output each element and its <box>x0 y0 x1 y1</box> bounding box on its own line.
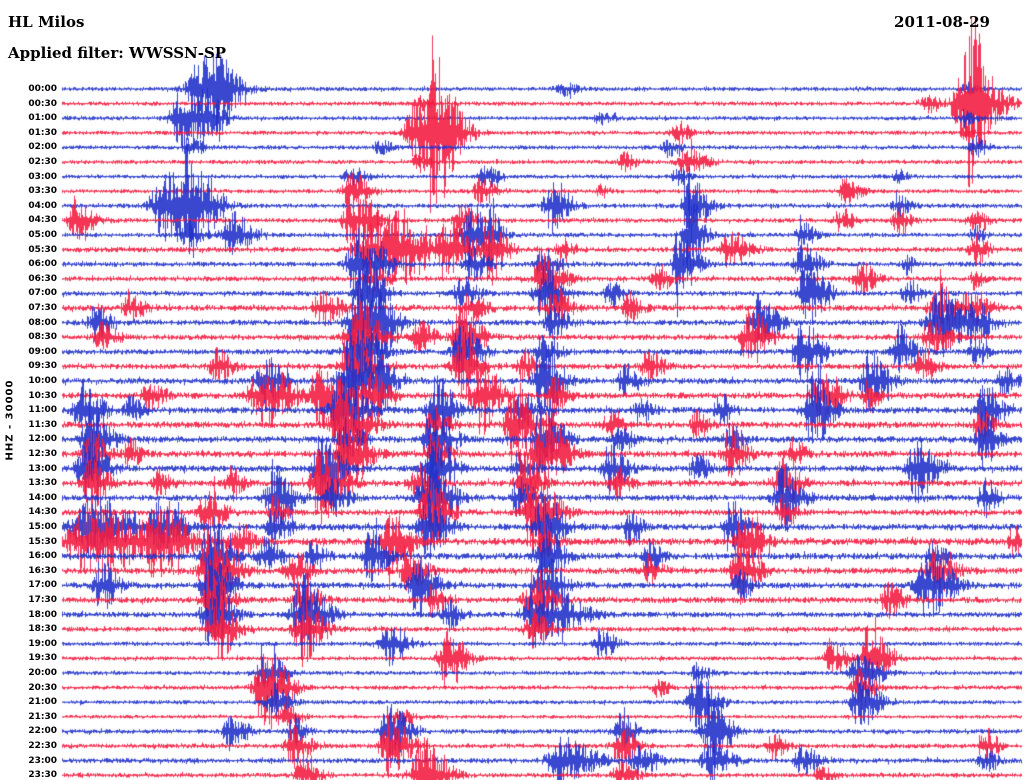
time-label: 17:30 <box>28 595 57 605</box>
time-label: 19:00 <box>28 638 57 649</box>
time-label: 04:00 <box>28 200 57 211</box>
time-label: 02:30 <box>28 157 57 167</box>
applied-filter-label: Applied filter: WWSSN-SP <box>8 44 227 62</box>
time-label: 05:30 <box>28 244 57 255</box>
time-label: 10:30 <box>28 390 57 401</box>
time-label: 03:30 <box>28 186 57 197</box>
time-label: 09:00 <box>28 346 57 357</box>
time-label: 19:30 <box>28 653 57 664</box>
time-label: 20:00 <box>28 668 57 678</box>
time-label: 08:30 <box>28 332 57 343</box>
time-label: 23:00 <box>28 755 57 766</box>
time-label: 00:00 <box>28 84 57 94</box>
time-label: 14:00 <box>28 492 57 503</box>
time-label: 03:00 <box>28 171 57 182</box>
time-label: 16:30 <box>28 565 57 576</box>
record-date: 2011-08-29 <box>894 13 990 31</box>
time-label: 10:00 <box>28 376 57 386</box>
time-label: 21:00 <box>28 697 57 708</box>
time-label: 09:30 <box>28 361 57 372</box>
time-label: 11:00 <box>28 405 57 416</box>
station-title: HL Milos <box>8 13 85 31</box>
time-label: 06:00 <box>28 259 57 270</box>
time-label: 11:30 <box>28 419 57 430</box>
time-label: 23:30 <box>28 770 57 780</box>
time-label: 21:30 <box>28 711 57 722</box>
time-label: 22:30 <box>28 741 57 751</box>
time-label: 00:30 <box>28 98 57 109</box>
time-label: 08:00 <box>28 317 57 328</box>
time-label: 14:30 <box>28 507 57 518</box>
time-label: 07:30 <box>28 303 57 313</box>
time-label: 22:00 <box>28 726 57 737</box>
time-label: 01:30 <box>28 127 57 138</box>
time-label: 18:00 <box>28 609 57 620</box>
time-label: 17:00 <box>28 580 57 591</box>
time-label: 01:00 <box>28 113 57 124</box>
time-label: 16:00 <box>28 551 57 562</box>
time-label: 12:30 <box>28 449 57 459</box>
time-label: 12:00 <box>28 434 57 445</box>
time-label: 20:30 <box>28 682 57 693</box>
time-label: 15:30 <box>28 536 57 547</box>
time-label: 07:00 <box>28 288 57 299</box>
time-label: 13:30 <box>28 478 57 489</box>
time-label: 13:00 <box>28 463 57 474</box>
time-label: 04:30 <box>28 215 57 226</box>
time-label: 06:30 <box>28 273 57 284</box>
time-label: 18:30 <box>28 624 57 635</box>
time-label: 05:00 <box>28 230 57 240</box>
time-label: 02:00 <box>28 142 57 153</box>
time-label: 15:00 <box>28 522 57 532</box>
